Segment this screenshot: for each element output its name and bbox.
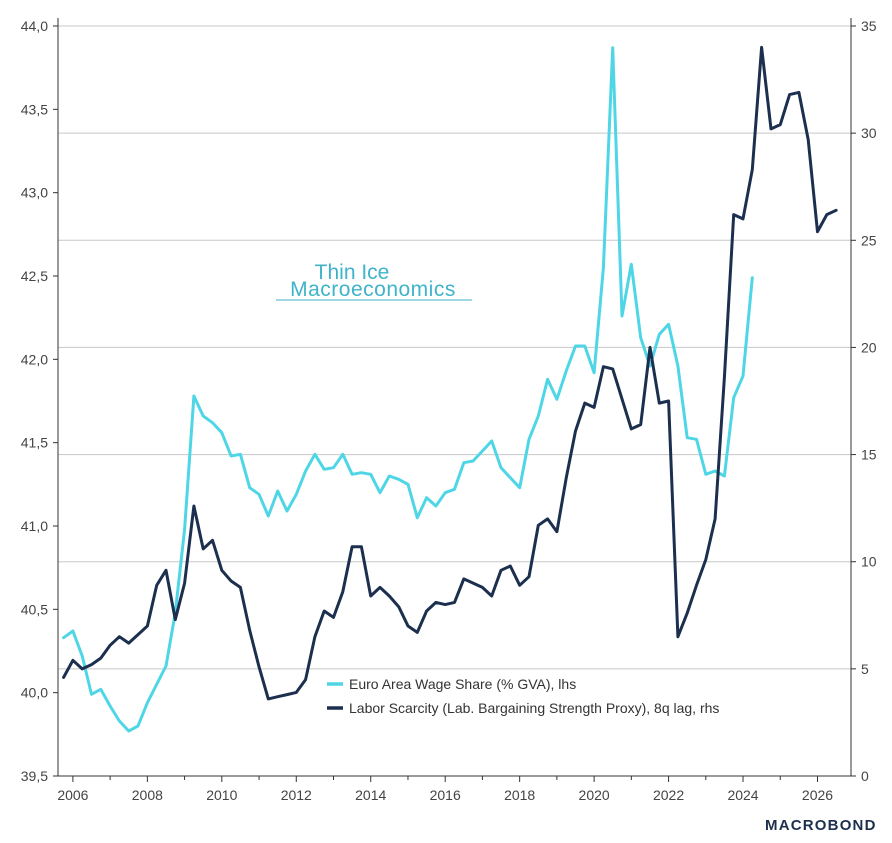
left-tick-label: 41,0 [21,518,48,534]
legend-label-wage-share: Euro Area Wage Share (% GVA), lhs [349,676,576,692]
x-axis: 2006 2008 2010 2012 2014 2016 2018 2020 2022 2024… [57,775,851,803]
x-tick-label: 2014 [355,787,386,803]
right-tick-label: 35 [861,18,877,34]
x-tick-label: 2018 [504,787,535,803]
watermark: Thin Ice Macroeconomics [276,261,472,301]
right-tick-label: 30 [861,125,877,141]
x-tick-label: 2010 [206,787,237,803]
watermark-line1: Thin Ice [315,261,390,284]
right-tick-label: 0 [861,768,869,784]
left-axis: 39,5 40,0 40,5 41,0 41,5 42,0 42,5 43,0 43,5 44,0 [21,18,59,784]
series-lines [62,45,838,733]
legend-label-labor-scarcity: Labor Scarcity (Lab. Bargaining Strength… [349,700,719,716]
x-tick-label: 2008 [132,787,163,803]
brand-logo: MACROBOND [765,817,877,834]
left-tick-label: 40,0 [21,685,48,701]
brand-name: MACROBOND [765,817,877,834]
left-tick-label: 42,5 [21,268,48,284]
x-tick-label: 2012 [281,787,312,803]
x-tick-label: 2020 [579,787,610,803]
left-tick-label: 40,5 [21,601,48,617]
left-tick-label: 43,0 [21,185,48,201]
left-tick-label: 44,0 [21,18,48,34]
x-tick-label: 2006 [57,787,88,803]
series-line-labor-scarcity [62,45,838,701]
legend: Euro Area Wage Share (% GVA), lhs Labor … [327,676,719,716]
left-tick-label: 41,5 [21,435,48,451]
right-tick-label: 5 [861,661,869,677]
x-tick-label: 2026 [802,787,833,803]
x-tick-label: 2016 [430,787,461,803]
left-tick-label: 42,0 [21,351,48,367]
left-tick-label: 43,5 [21,101,48,117]
x-tick-label: 2022 [653,787,684,803]
right-axis: 0 5 10 15 20 25 30 35 [850,18,877,784]
right-tick-label: 15 [861,447,877,463]
x-tick-label: 2024 [727,787,758,803]
right-tick-label: 10 [861,554,877,570]
series-line-wage-share [62,46,754,733]
right-tick-label: 20 [861,339,877,355]
watermark-line2: Macroeconomics [290,278,456,301]
right-tick-label: 25 [861,232,877,248]
left-tick-label: 39,5 [21,768,48,784]
